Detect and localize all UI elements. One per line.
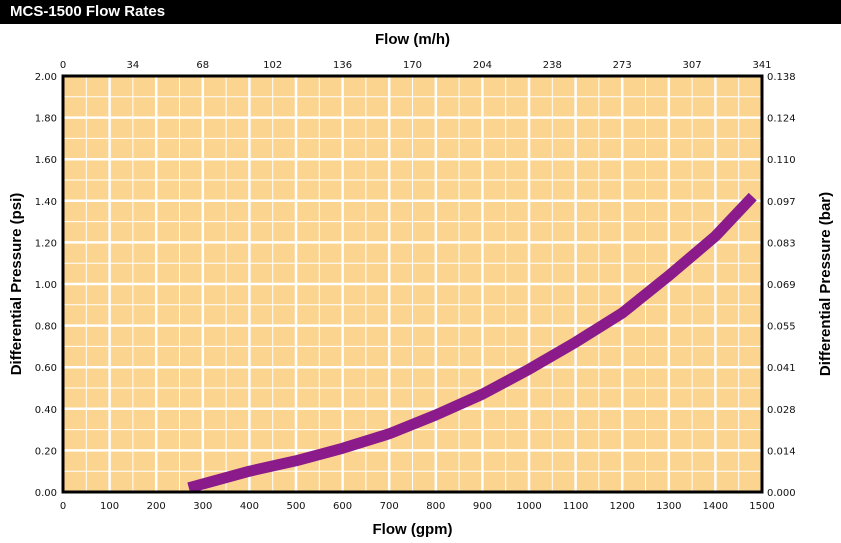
x-tick-label: 300 [193, 501, 212, 512]
x2-tick-label: 68 [196, 60, 209, 71]
x2-tick-label: 34 [127, 60, 140, 71]
y2-tick-label: 0.083 [767, 238, 796, 249]
y2-tick-label: 0.138 [767, 72, 796, 83]
x-tick-label: 200 [147, 501, 166, 512]
x-tick-label: 1200 [609, 501, 634, 512]
chart-title: MCS-1500 Flow Rates [10, 3, 166, 20]
x-tick-label: 500 [286, 501, 305, 512]
x-tick-label: 100 [100, 501, 119, 512]
y-tick-label: 0.20 [35, 446, 57, 457]
x-tick-label: 400 [240, 501, 259, 512]
x-tick-label: 1100 [563, 501, 588, 512]
x2-tick-label: 0 [60, 60, 66, 71]
flow-curve [187, 192, 757, 494]
x2-tick-label: 136 [333, 60, 352, 71]
x-tick-label: 800 [426, 501, 445, 512]
y-tick-label: 0.00 [35, 488, 57, 499]
data-series [187, 192, 757, 494]
y-tick-label: 0.60 [35, 363, 57, 374]
x-tick-label: 1500 [749, 501, 774, 512]
x2-tick-label: 204 [473, 60, 492, 71]
x-tick-label: 600 [333, 501, 352, 512]
x-tick-label: 1300 [656, 501, 681, 512]
x2-tick-label: 170 [403, 60, 422, 71]
y2-tick-label: 0.055 [767, 322, 796, 333]
y-tick-label: 1.20 [35, 238, 57, 249]
x2-tick-label: 102 [263, 60, 282, 71]
plot-frame [61, 74, 764, 494]
y-tick-label: 0.80 [35, 322, 57, 333]
tick-labels: 0 100 200 300 400 500 600 700 800 900 1000 1100 1200… [35, 60, 796, 512]
x-tick-label: 900 [473, 501, 492, 512]
x2-axis-title: Flow (m/h) [375, 31, 450, 48]
y-tick-label: 1.40 [35, 197, 57, 208]
x2-tick-label: 273 [613, 60, 632, 71]
y-tick-label: 1.60 [35, 155, 57, 166]
y2-tick-label: 0.110 [767, 155, 796, 166]
y-axis-title: Differential Pressure (psi) [8, 193, 25, 376]
y2-tick-label: 0.000 [767, 488, 796, 499]
y-tick-label: 2.00 [35, 72, 57, 83]
x-axis-title: Flow (gpm) [373, 521, 453, 538]
y2-tick-label: 0.028 [767, 405, 796, 416]
x-tick-label: 1000 [516, 501, 541, 512]
y-tick-label: 1.00 [35, 280, 57, 291]
x-tick-label: 0 [60, 501, 66, 512]
y2-tick-label: 0.124 [767, 114, 796, 125]
y-tick-label: 0.40 [35, 405, 57, 416]
title-bar: MCS-1500 Flow Rates [0, 0, 841, 24]
x-tick-label: 700 [380, 501, 399, 512]
y2-axis-title: Differential Pressure (bar) [817, 192, 834, 376]
x2-tick-label: 341 [752, 60, 771, 71]
y2-tick-label: 0.069 [767, 280, 796, 291]
y2-tick-label: 0.097 [767, 197, 796, 208]
x-tick-label: 1400 [703, 501, 728, 512]
grid-lines [63, 76, 762, 492]
x2-tick-label: 238 [543, 60, 562, 71]
y-tick-label: 1.80 [35, 114, 57, 125]
x2-tick-label: 307 [683, 60, 702, 71]
y2-tick-label: 0.041 [767, 363, 796, 374]
y2-tick-label: 0.014 [767, 446, 796, 457]
